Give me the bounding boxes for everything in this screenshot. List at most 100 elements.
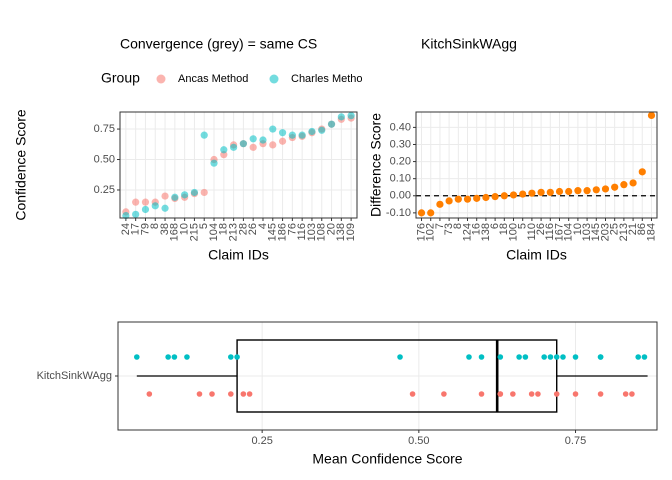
x-tick-label: 5 bbox=[198, 223, 210, 229]
point bbox=[259, 136, 267, 144]
legend-title: Group bbox=[101, 70, 140, 86]
point bbox=[510, 391, 516, 397]
point bbox=[200, 188, 208, 197]
point bbox=[537, 188, 545, 196]
x-tick-label: 73 bbox=[443, 223, 455, 235]
y-tick-label: -0.10 bbox=[386, 207, 411, 219]
point bbox=[482, 193, 490, 202]
point bbox=[574, 187, 582, 195]
x-tick-label: 17 bbox=[130, 223, 142, 235]
x-axis-title: Claim IDs bbox=[208, 247, 269, 263]
point bbox=[288, 131, 296, 139]
point bbox=[629, 391, 635, 397]
point bbox=[397, 354, 403, 360]
point bbox=[560, 354, 566, 360]
x-tick-label: 10 bbox=[572, 223, 584, 235]
point bbox=[583, 187, 591, 195]
x-tick-label: 102 bbox=[425, 223, 437, 241]
panel-title: KitchSinkWAgg bbox=[421, 36, 517, 52]
point bbox=[463, 195, 472, 203]
x-tick-label: 0.50 bbox=[408, 435, 429, 447]
x-tick-label: 5 bbox=[517, 223, 529, 229]
x-tick-label: 186 bbox=[276, 223, 288, 241]
x-tick-label: 79 bbox=[139, 223, 151, 235]
x-tick-label: 8 bbox=[452, 223, 464, 229]
point bbox=[535, 391, 541, 397]
point bbox=[611, 183, 619, 191]
y-tick-label: KitchSinkWAgg bbox=[37, 370, 112, 382]
point bbox=[478, 354, 485, 360]
x-tick-label: 20 bbox=[325, 223, 337, 235]
legend-label: Ancas Method bbox=[178, 73, 248, 85]
box bbox=[236, 339, 558, 413]
point bbox=[519, 190, 527, 198]
x-tick-label: 76 bbox=[286, 223, 298, 235]
point bbox=[572, 391, 579, 397]
point bbox=[427, 209, 435, 217]
point bbox=[522, 354, 529, 360]
point bbox=[601, 185, 610, 193]
x-tick-label: 176 bbox=[415, 223, 427, 241]
panel-title: Convergence (grey) = same CS bbox=[120, 36, 317, 52]
point bbox=[516, 354, 522, 360]
point bbox=[228, 354, 234, 360]
x-tick-label: 86 bbox=[636, 223, 648, 235]
point bbox=[409, 391, 416, 397]
point bbox=[151, 202, 159, 210]
x-tick-label: 100 bbox=[507, 223, 519, 241]
x-tick-label: 215 bbox=[188, 223, 200, 241]
point bbox=[473, 194, 481, 202]
point bbox=[466, 354, 472, 360]
point bbox=[497, 354, 504, 360]
x-tick-label: 203 bbox=[599, 223, 611, 241]
panel-border bbox=[415, 111, 658, 219]
x-tick-label: 16 bbox=[471, 223, 483, 235]
point bbox=[445, 197, 453, 205]
point bbox=[196, 391, 203, 397]
x-tick-label: 167 bbox=[553, 223, 565, 241]
point bbox=[592, 186, 600, 194]
y-tick-label: 0.75 bbox=[94, 123, 115, 135]
point bbox=[622, 391, 629, 397]
point bbox=[308, 127, 316, 136]
point bbox=[146, 391, 153, 397]
point bbox=[347, 112, 355, 120]
y-tick-label: 0.10 bbox=[390, 173, 411, 185]
point bbox=[553, 354, 560, 360]
point bbox=[541, 354, 547, 360]
x-tick-label: 6 bbox=[489, 223, 501, 229]
point bbox=[547, 354, 554, 360]
point bbox=[478, 391, 485, 397]
point bbox=[171, 354, 178, 360]
point bbox=[171, 193, 179, 201]
point bbox=[597, 354, 604, 360]
point bbox=[500, 192, 508, 200]
x-tick-label: 103 bbox=[306, 223, 318, 241]
x-tick-label: 116 bbox=[296, 223, 308, 241]
point bbox=[132, 210, 140, 218]
panel-border bbox=[117, 321, 658, 431]
x-tick-label: 138 bbox=[335, 223, 347, 241]
y-tick-label: 0.00 bbox=[390, 190, 411, 202]
x-axis-title: Mean Confidence Score bbox=[312, 451, 462, 467]
point bbox=[509, 191, 518, 199]
point bbox=[161, 204, 169, 212]
point bbox=[441, 391, 447, 397]
point bbox=[555, 187, 564, 196]
point bbox=[234, 354, 240, 360]
point bbox=[528, 391, 535, 397]
point bbox=[134, 354, 140, 360]
legend: Group Ancas Method Charles Method bbox=[101, 70, 362, 86]
x-tick-label: 25 bbox=[609, 223, 621, 235]
x-tick-label: 138 bbox=[480, 223, 492, 241]
y-tick-label: 0.30 bbox=[390, 138, 411, 150]
x-tick-label: 213 bbox=[228, 223, 240, 241]
y-tick-label: 0.25 bbox=[94, 184, 115, 196]
x-tick-label: 104 bbox=[563, 223, 575, 241]
y-tick-label: 0.20 bbox=[390, 155, 411, 167]
x-tick-label: 18 bbox=[218, 223, 230, 235]
point bbox=[298, 131, 306, 139]
legend-swatch bbox=[156, 74, 166, 84]
